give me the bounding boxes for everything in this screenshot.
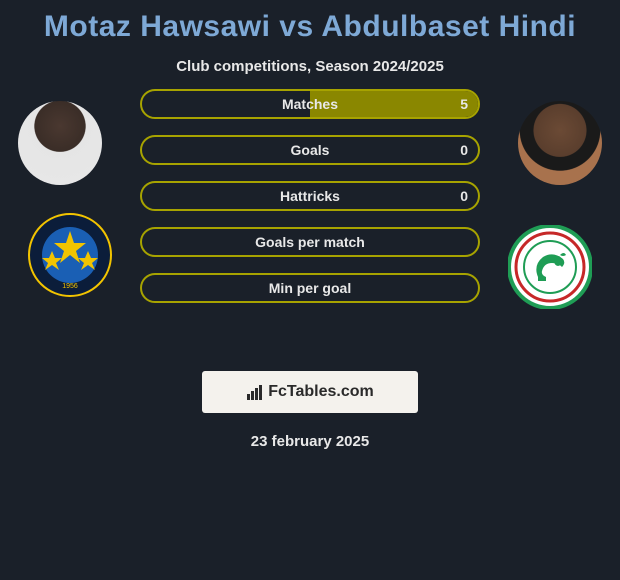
stat-value-right: 0 [460,142,468,158]
player1-avatar [18,101,102,185]
stat-row: Hattricks 0 [140,181,480,211]
stat-label: Hattricks [280,188,340,204]
stats-list: Matches 5 Goals 0 Hattricks 0 Goals per match M… [140,89,480,319]
subtitle: Club competitions, Season 2024/2025 [0,58,620,75]
stat-value-right: 5 [460,96,468,112]
page-title: Motaz Hawsawi vs Abdulbaset Hindi [0,10,620,44]
stat-row: Matches 5 [140,89,480,119]
stat-row: Goals per match [140,227,480,257]
stat-label: Matches [282,96,338,112]
date-label: 23 february 2025 [0,433,620,450]
stat-label: Goals per match [255,234,365,250]
player2-avatar [518,101,602,185]
player2-club-badge [508,225,592,309]
stat-value-right: 0 [460,188,468,204]
player1-club-badge: 1956 [28,213,112,297]
stat-label: Min per goal [269,280,351,296]
comparison-area: 1956 Matches5Goals0Hattricks0Goals per m… [0,101,620,361]
stat-row: Goals 0 [140,135,480,165]
stat-label: Goals [291,142,330,158]
logo-text: FcTables.com [268,383,374,401]
fctables-logo: FcTables.com [202,371,418,413]
svg-text:1956: 1956 [62,283,78,290]
stat-row: Min per goal [140,273,480,303]
bar-chart-icon [246,383,264,401]
